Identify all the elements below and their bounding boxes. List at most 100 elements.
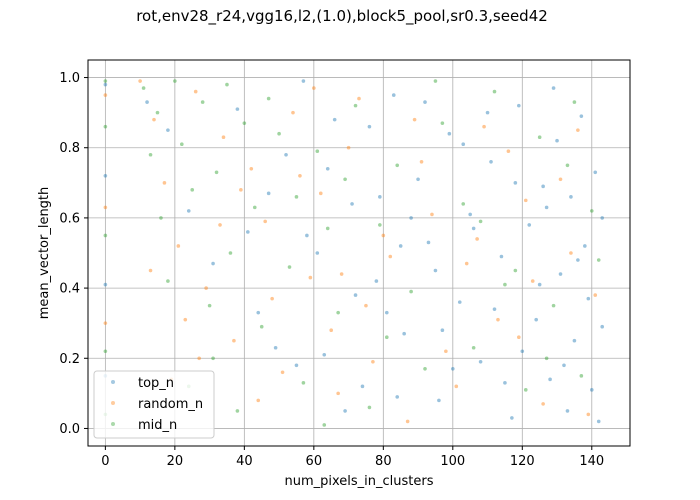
data-point-mid-n xyxy=(565,163,570,168)
data-point-top-n xyxy=(391,93,396,97)
data-point-top-n xyxy=(294,363,299,368)
x-tick-label: 100 xyxy=(440,454,465,469)
data-point-top-n xyxy=(353,293,358,297)
data-point-random-n xyxy=(138,79,142,83)
data-point-top-n xyxy=(426,240,431,245)
data-point-mid-n xyxy=(103,79,108,83)
data-point-mid-n xyxy=(259,324,264,329)
data-point-mid-n xyxy=(294,195,299,199)
data-point-top-n xyxy=(305,233,309,238)
data-point-top-n xyxy=(374,279,379,283)
data-point-random-n xyxy=(239,188,243,192)
data-point-mid-n xyxy=(409,289,413,294)
data-point-top-n xyxy=(145,100,149,104)
data-point-random-n xyxy=(530,279,535,283)
data-point-mid-n xyxy=(325,226,330,231)
data-point-top-n xyxy=(367,124,372,129)
data-point-mid-n xyxy=(513,268,518,273)
data-point-random-n xyxy=(103,93,108,97)
data-point-top-n xyxy=(103,82,108,87)
data-point-mid-n xyxy=(103,124,108,129)
y-tick-label: 0.2 xyxy=(59,352,80,367)
data-point-random-n xyxy=(464,261,469,266)
data-point-top-n xyxy=(468,212,472,217)
data-point-mid-n xyxy=(141,86,146,90)
data-point-random-n xyxy=(270,296,274,301)
data-point-top-n xyxy=(600,324,605,329)
y-tick-label: 0.0 xyxy=(59,422,80,437)
y-tick-label: 0.4 xyxy=(59,282,80,297)
data-point-random-n xyxy=(569,251,573,255)
data-point-top-n xyxy=(398,244,403,248)
data-point-mid-n xyxy=(471,345,476,350)
grid xyxy=(88,60,630,446)
data-point-mid-n xyxy=(301,381,306,385)
data-point-top-n xyxy=(384,310,389,315)
data-point-random-n xyxy=(576,128,580,132)
axis-ticks: 0 20 40 60 80 100 120 140 0.0 0.2 0.4 0.6 0.8 1.0 xyxy=(59,71,604,469)
data-point-mid-n xyxy=(336,310,340,315)
data-point-mid-n xyxy=(225,82,229,87)
x-tick-label: 80 xyxy=(375,454,392,469)
data-point-mid-n xyxy=(367,405,372,410)
data-point-top-n xyxy=(527,223,532,227)
data-point-mid-n xyxy=(384,335,389,340)
data-point-random-n xyxy=(193,89,198,94)
data-point-random-n xyxy=(148,268,153,273)
data-point-mid-n xyxy=(343,177,347,182)
plot-frame xyxy=(87,59,631,447)
data-point-top-n xyxy=(423,100,427,104)
data-point-top-n xyxy=(534,317,538,322)
data-point-top-n xyxy=(572,338,577,343)
data-point-top-n xyxy=(485,110,490,115)
data-point-top-n xyxy=(562,363,566,368)
legend-label-mid-n: mid_n xyxy=(138,418,177,433)
data-point-mid-n xyxy=(159,216,163,220)
data-point-top-n xyxy=(447,131,452,136)
data-point-top-n xyxy=(166,128,170,132)
data-point-mid-n xyxy=(266,96,271,101)
data-point-random-n xyxy=(152,117,156,122)
data-point-mid-n xyxy=(544,356,549,361)
data-point-top-n xyxy=(235,107,240,111)
data-point-mid-n xyxy=(523,388,528,392)
data-point-top-n xyxy=(409,216,413,220)
data-point-mid-n xyxy=(166,279,170,283)
data-point-random-n xyxy=(506,149,511,154)
data-point-top-n xyxy=(517,103,521,108)
y-tick-label: 0.6 xyxy=(59,211,80,226)
data-point-random-n xyxy=(204,286,208,290)
data-point-mid-n xyxy=(214,170,219,175)
data-point-random-n xyxy=(444,349,448,354)
x-tick-label: 120 xyxy=(510,454,535,469)
data-point-mid-n xyxy=(148,152,153,157)
data-point-random-n xyxy=(232,338,236,343)
data-point-top-n xyxy=(589,388,594,392)
data-point-mid-n xyxy=(315,149,320,154)
data-point-top-n xyxy=(600,216,605,220)
data-point-random-n xyxy=(364,303,368,308)
data-point-top-n xyxy=(471,226,476,231)
data-point-mid-n xyxy=(207,303,212,308)
legend: top_n random_n mid_n xyxy=(93,370,215,439)
data-point-mid-n xyxy=(155,110,160,115)
data-point-mid-n xyxy=(190,188,195,192)
data-point-mid-n xyxy=(353,103,358,108)
data-point-mid-n xyxy=(211,356,215,361)
data-point-random-n xyxy=(475,237,479,241)
data-point-top-n xyxy=(440,328,445,333)
data-point-random-n xyxy=(482,124,486,129)
data-point-top-n xyxy=(551,86,556,90)
data-point-mid-n xyxy=(492,89,497,94)
data-point-top-n xyxy=(246,230,250,234)
data-point-top-n xyxy=(301,79,306,83)
data-point-random-n xyxy=(357,96,361,101)
data-point-top-n xyxy=(211,261,215,266)
data-point-random-n xyxy=(291,110,295,115)
data-point-mid-n xyxy=(537,135,542,139)
data-point-mid-n xyxy=(423,367,427,371)
data-point-mid-n xyxy=(572,100,577,104)
data-point-top-n xyxy=(343,409,347,413)
data-point-random-n xyxy=(221,135,226,139)
data-point-top-n xyxy=(586,296,591,301)
